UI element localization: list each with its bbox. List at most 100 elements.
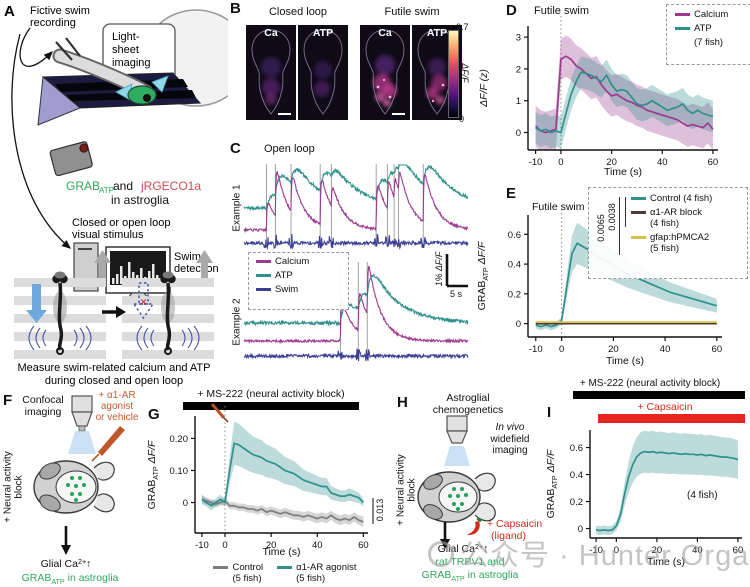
panel-g: + MS-222 (neural activity block) 0 0.10 0.… [140,388,402,587]
y-tick-label: 0 [516,128,521,139]
series-line [243,265,469,345]
series-line [535,71,714,134]
panel-b-label: B [230,0,241,17]
gfap-swatch [631,235,646,239]
platform-side [37,76,81,126]
x-tick-label: 60 [708,157,719,168]
y-tick-label: 0.4 [570,470,583,481]
lightsheet-text-1: Light- [112,31,140,43]
capsaicin-bar-text: + Capsaicin [637,401,693,413]
series-band [596,430,738,536]
pipette-icon [210,403,226,419]
image-label-ca: Ca [378,27,392,39]
x-tick-label: 0 [558,157,563,168]
y-tick-label: 0 [578,524,583,535]
control-swatch [213,566,229,569]
jrgeco-text: jRGECO1a [140,179,201,193]
x-tick-label: 40 [657,157,668,168]
series-band [201,495,364,527]
panel-e-label: E [506,185,517,202]
chili-pepper-icon [467,517,482,536]
colorbar-label: ΔF/F [460,63,470,83]
series-band [535,35,713,150]
x-tick-label: 20 [266,540,277,551]
astroglial-chemogenetics-text: Astroglial chemogenetics [432,392,504,417]
x-axis-label: Time (s) [262,546,301,558]
scalebar-y-label: 1% ΔF/F [434,251,444,287]
p-bracket-2 [625,197,627,227]
y-axis-label: ΔF/F (z) [478,69,490,107]
futile-swim-annotation: Futile swim [532,201,585,213]
panel-d-label: D [506,2,517,19]
electrode-1 [55,41,73,61]
example-1-label: Example 1 [231,184,243,232]
image-label-atp: ATP [426,27,448,39]
panel-d: 0 1 2 3 -10 0 20 40 60 D Futile swim Calcium ATP… [470,0,750,185]
lightsheet-text-3: imaging [112,57,151,69]
y-tick-label: 2 [516,64,521,75]
chart-d-legend: Calcium ATP (7 fish) [666,4,750,65]
futile-swim-annotation: Futile swim [534,5,590,17]
panel-a: A Fictive swim recording Light- sheet im… [0,0,249,390]
panel-e: 0 0.2 0.4 0.6 -10 0 20 40 60 E Futile swim 0.006… [470,185,750,380]
feedback-arrow [26,284,47,323]
legend-atp: ATP [694,22,712,34]
x-tick-label: 60 [358,540,369,551]
scale-bar [278,112,291,115]
neural-block-text-2: block [13,475,25,499]
arrow-to-computer [11,33,72,249]
legend-a1-block: α1-AR block [650,206,702,218]
series-line [535,55,714,134]
swim-detection-text-1: Swim [174,251,201,263]
y-tick-label: 0.2 [508,289,521,300]
and-text: and [113,179,133,193]
series-band [535,56,713,149]
y-tick-label: 0 [183,498,188,509]
control-swatch [631,197,646,200]
fish-head-diagram [417,471,496,523]
y-tick-label: 1 [516,96,521,107]
y-tick-label: 0.2 [570,497,583,508]
watermark: 公众号 · Hunter Organs [428,532,750,574]
y-tick-label: 0.6 [570,443,583,454]
p-value-0038: 0.0038 [607,203,617,231]
scale-bar [392,112,405,115]
x-tick-label: 40 [312,540,323,551]
neural-block-text-1: + Neural activity [2,451,14,523]
example-2-label: Example 2 [231,298,243,346]
series-line [243,348,469,362]
chart-g-legend: Control (5 fish) α1-AR agonist (5 fish) [180,562,390,587]
panel-a-caption-2: during closed and open loop [45,375,183,387]
series-line [243,233,469,251]
y-tick-label: 3 [516,33,521,44]
y-tick-label: 0 [516,319,521,330]
capsaicin-chart: 0 0.2 0.4 0.6 -10 0 20 40 60 [570,430,743,556]
atp-swatch [256,274,271,277]
x-tick-label: 0 [222,540,227,551]
chemogenetics-illustration [417,415,496,549]
fish-eye [143,94,151,102]
colorbar [448,30,459,118]
loop-text-1: Closed or open loop [72,217,170,229]
panel-f: F Confocal imaging + α1-AR agonist or vehic… [0,390,140,587]
panel-b: B Closed loop Futile swim Ca [228,0,470,140]
x-axis-label: Time (s) [603,166,643,178]
colorbar-max: 0.7 [456,22,469,32]
calcium-swatch [256,260,271,263]
camera [49,141,93,177]
series-line [201,498,364,523]
loop-text-2: visual stimulus [72,229,144,241]
y-tick-label: 0.10 [170,466,189,477]
image-label-atp: ATP [312,27,334,39]
scalebar-x-label: 5 s [450,289,463,299]
panel-f-label: F [3,392,13,409]
capsaicin-text: + Capsaicin [487,518,543,530]
y-tick-label: 0.6 [508,230,521,241]
trace-legend: Calcium ATP Swim [248,252,349,310]
x-tick-label: 40 [692,545,703,556]
ligand-text: (ligand) [491,530,527,542]
lightsheet-text-2: sheet [112,44,139,56]
x-tick-label: 20 [608,344,619,355]
glial-ca-text: Glial Ca2+↑ [40,558,92,570]
x-axis-label: Time (s) [605,355,645,367]
